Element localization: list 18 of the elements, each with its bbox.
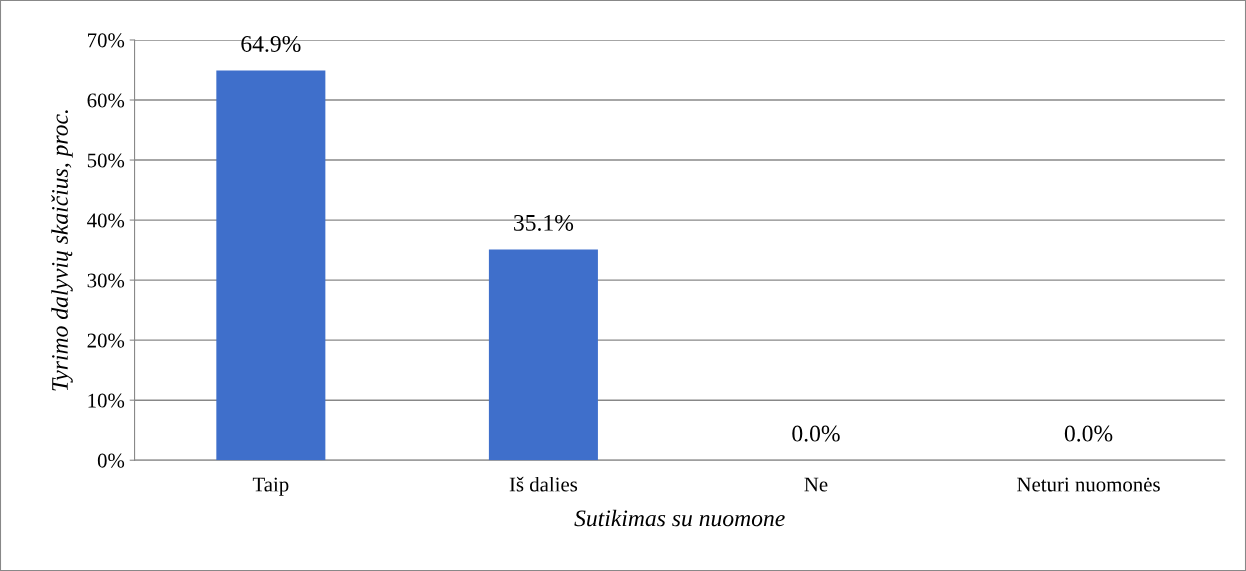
y-tick-label: 60% — [87, 93, 125, 108]
x-tick-label: Taip — [252, 477, 289, 496]
x-axis-title: Sutikimas su nuomone — [574, 509, 785, 527]
data-label: 0.0% — [792, 425, 840, 442]
data-label: 0.0% — [1064, 425, 1113, 442]
x-tick-label: Neturi nuomonės — [1017, 477, 1160, 492]
data-label: 64.9% — [241, 35, 301, 53]
y-tick-label: 50% — [87, 153, 125, 168]
y-tick-label: 30% — [87, 273, 125, 288]
y-tick-label: 70% — [88, 33, 125, 48]
x-tick-label: Ne — [804, 477, 828, 492]
data-label: 35.1% — [514, 214, 574, 231]
y-tick-label: 40% — [87, 213, 125, 228]
y-axis-title: Tyrimo dalyvių skaičius, proc. — [51, 110, 73, 391]
x-tick-label: Iš dalies — [509, 476, 578, 492]
y-tick-label: 10% — [88, 393, 125, 408]
y-tick-label: 0% — [97, 453, 125, 468]
y-tick-label: 20% — [87, 333, 125, 348]
